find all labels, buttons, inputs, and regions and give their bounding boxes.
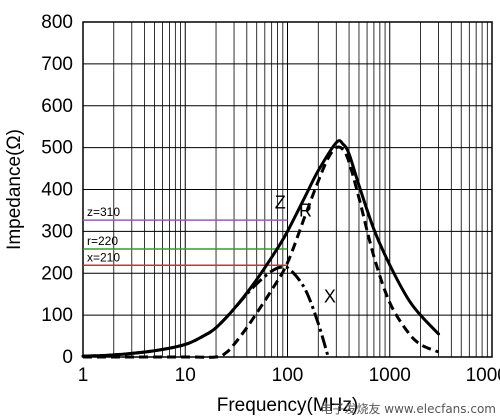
reference-label: z=310 [87, 205, 120, 219]
y-tick-label: 400 [41, 180, 73, 201]
series-group [81, 139, 441, 359]
y-tick-label: 300 [41, 221, 73, 242]
tick-labels: 0 100 200 300 400 500 600 700 800 1 10 100 1000 10000 [41, 12, 500, 386]
y-axis-title: Impedance(Ω) [4, 129, 25, 250]
y-tick-label: 0 [62, 347, 73, 368]
curve-label-z: Z [275, 192, 286, 212]
annotations: z=310 r=220 x=210 [83, 205, 288, 267]
y-tick-label: 600 [41, 96, 73, 117]
plot-frame [82, 21, 493, 358]
x-tick-label: 1000 [369, 365, 411, 386]
series-line-z [81, 139, 441, 358]
series-line-r [83, 145, 440, 359]
x-tick-label: 10000 [466, 365, 500, 386]
x-tick-label: 10 [175, 365, 196, 386]
curve-labels: Z R X [275, 192, 336, 306]
series-line-x [82, 265, 330, 358]
y-tick-label: 200 [41, 263, 73, 284]
x-axis-title: Frequency(MHz) [217, 395, 358, 416]
y-tick-label: 800 [41, 12, 73, 33]
grid [83, 21, 492, 358]
watermark: 电子发烧友 www.elecfans.com [320, 401, 496, 416]
y-tick-label: 100 [41, 305, 73, 326]
reference-label: x=210 [87, 250, 120, 264]
y-tick-label: 700 [41, 54, 73, 75]
x-tick-label: 100 [272, 365, 304, 386]
curve-label-r: R [299, 201, 312, 221]
x-tick-label: 1 [78, 365, 89, 386]
curve-label-x: X [324, 287, 336, 307]
reference-label: r=220 [87, 234, 118, 248]
y-tick-label: 500 [41, 138, 73, 159]
